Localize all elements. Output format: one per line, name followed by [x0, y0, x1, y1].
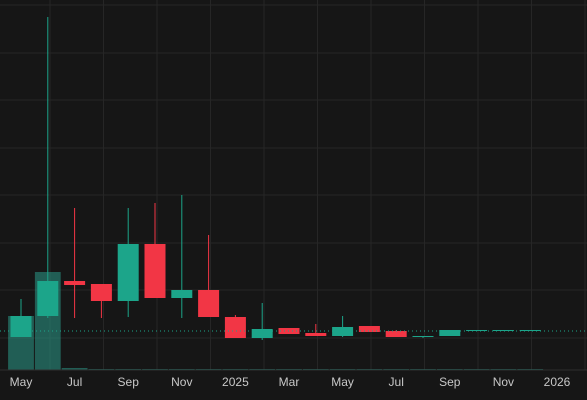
x-tick-label: Mar [279, 375, 300, 389]
candle-body [64, 281, 86, 285]
candle-body [492, 330, 514, 331]
candle-body [305, 333, 327, 336]
volume-bar [61, 368, 88, 370]
x-tick-label: Jul [67, 375, 82, 389]
x-tick-label: 2026 [544, 375, 571, 389]
candle-body [198, 290, 220, 317]
x-tick-label: Sep [439, 375, 461, 389]
candle-body [144, 244, 166, 298]
candle-body [90, 284, 112, 301]
x-tick-label: Nov [493, 375, 514, 389]
candle-body [224, 317, 246, 338]
candle-body [171, 290, 193, 298]
candle-body [519, 330, 541, 331]
candle-body [37, 281, 59, 316]
candle-body [358, 326, 380, 332]
candle-body [385, 331, 407, 337]
x-tick-label: May [10, 375, 33, 389]
candle-body [412, 336, 434, 337]
candle-body [332, 327, 354, 336]
candle-body [10, 316, 32, 337]
x-tick-label: Sep [118, 375, 140, 389]
x-tick-label: 2025 [222, 375, 249, 389]
candle-body [439, 330, 461, 336]
candle-body [251, 329, 273, 338]
x-tick-label: Jul [389, 375, 404, 389]
x-tick-label: Nov [171, 375, 192, 389]
x-tick-label: May [331, 375, 354, 389]
candle-body [117, 244, 139, 301]
